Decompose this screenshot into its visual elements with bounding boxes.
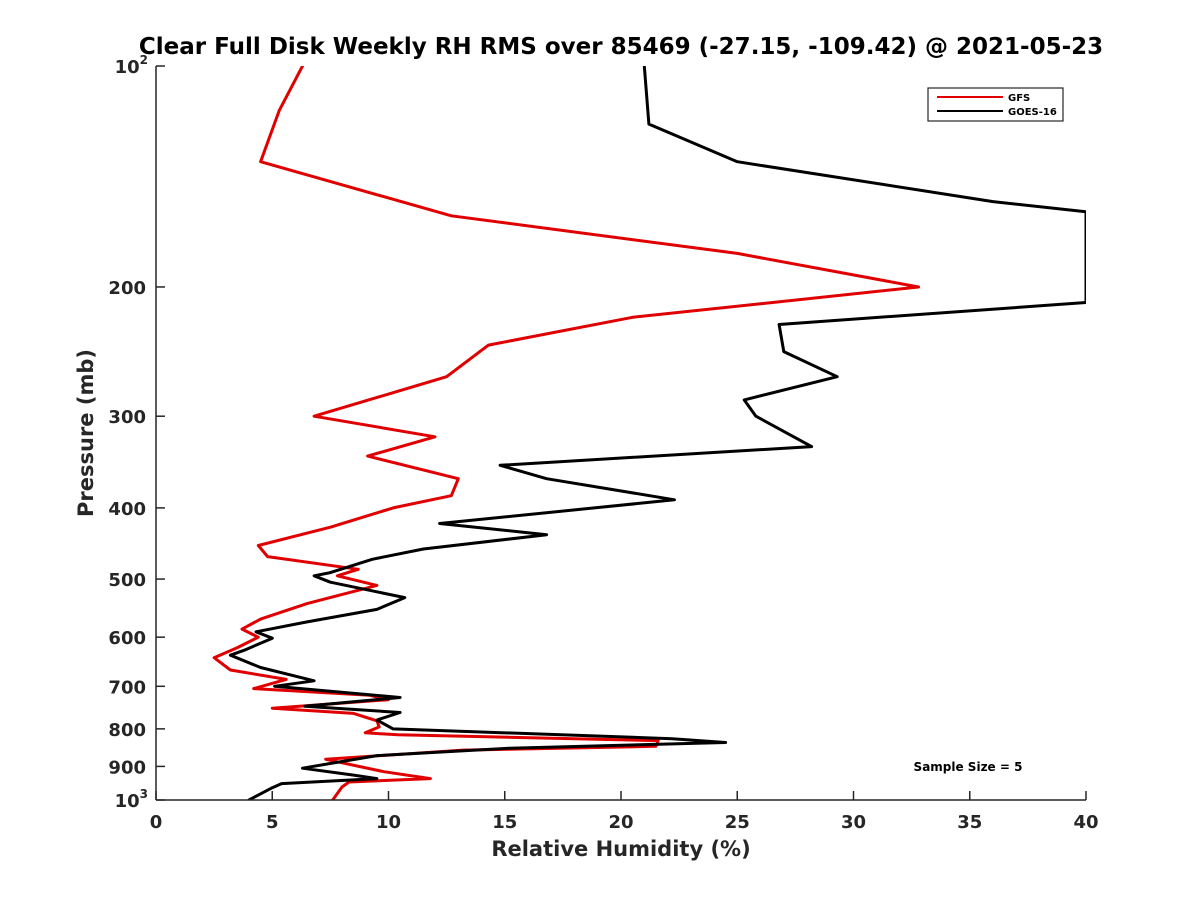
y-tick-label: 500 bbox=[108, 570, 146, 591]
y-tick-label: 300 bbox=[108, 407, 146, 428]
x-tick-label: 0 bbox=[150, 812, 163, 833]
series-layer bbox=[212, 66, 1086, 800]
y-tick-label-top: 102 bbox=[115, 53, 148, 78]
x-tick-label: 10 bbox=[376, 812, 401, 833]
y-tick-label: 800 bbox=[108, 720, 146, 741]
x-tick-label: 40 bbox=[1073, 812, 1098, 833]
ticks-layer: 0 5 10 15 20 25 30 35 40 200 300 400 500 600 700 800 900… bbox=[108, 53, 1098, 833]
x-tick-label: 5 bbox=[266, 812, 279, 833]
chart-title: Clear Full Disk Weekly RH RMS over 85469… bbox=[139, 34, 1103, 60]
y-tick-label: 600 bbox=[108, 628, 146, 649]
legend-label-gfs: GFS bbox=[1008, 93, 1030, 104]
sample-size-annotation: Sample Size = 5 bbox=[914, 760, 1023, 774]
x-tick-label: 30 bbox=[841, 812, 866, 833]
y-tick-label: 400 bbox=[108, 499, 146, 520]
x-tick-label: 25 bbox=[725, 812, 750, 833]
x-tick-label: 15 bbox=[492, 812, 517, 833]
y-tick-label-bottom: 103 bbox=[115, 787, 148, 812]
legend-label-goes16: GOES-16 bbox=[1008, 107, 1057, 118]
plot-area bbox=[156, 66, 1086, 800]
y-tick-label: 700 bbox=[108, 677, 146, 698]
y-tick-label: 900 bbox=[108, 757, 146, 778]
y-axis-label: Pressure (mb) bbox=[74, 349, 98, 517]
series-line-goes-16 bbox=[228, 66, 1086, 800]
series-line-gfs bbox=[212, 66, 921, 800]
legend-box bbox=[927, 87, 1064, 122]
x-tick-label: 20 bbox=[608, 812, 633, 833]
legend: GFS GOES-16 bbox=[927, 87, 1064, 122]
x-axis-label: Relative Humidity (%) bbox=[491, 837, 750, 861]
x-tick-label: 35 bbox=[957, 812, 982, 833]
y-tick-label: 200 bbox=[108, 278, 146, 299]
